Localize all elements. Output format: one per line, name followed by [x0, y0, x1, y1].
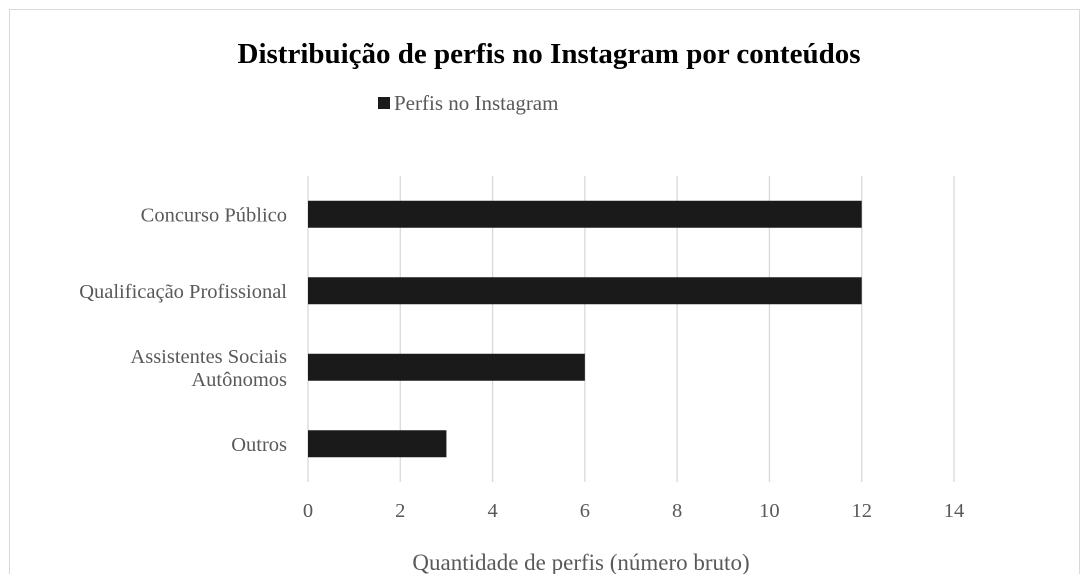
- bar: [308, 277, 862, 304]
- x-tick-label: 14: [944, 500, 965, 522]
- category-label: Concurso Público: [141, 204, 287, 226]
- x-tick-label: 10: [759, 500, 780, 522]
- x-tick-label: 0: [303, 500, 313, 522]
- category-label: Assistentes Sociais: [130, 346, 287, 368]
- x-tick-label: 4: [487, 500, 497, 522]
- category-label: Qualificação Profissional: [79, 281, 287, 303]
- bar: [308, 201, 862, 228]
- legend-label: Perfis no Instagram: [394, 91, 558, 115]
- x-tick-label: 12: [851, 500, 872, 522]
- category-labels: Concurso Público Qualificação Profissiona…: [79, 204, 287, 456]
- x-axis-title: Quantidade de perfis (número bruto): [412, 550, 749, 574]
- x-tick-label: 8: [672, 500, 682, 522]
- bar: [308, 430, 446, 457]
- category-label: Autônomos: [191, 369, 287, 391]
- bar: [308, 354, 585, 381]
- x-tick-label: 2: [395, 500, 405, 522]
- x-tick-labels: 0 2 4 6 8 10 12 14: [303, 500, 964, 522]
- legend-swatch: [378, 97, 390, 109]
- x-tick-label: 6: [580, 500, 590, 522]
- category-label: Outros: [231, 434, 287, 456]
- chart-title: Distribuição de perfis no Instagram por …: [238, 38, 861, 70]
- legend: Perfis no Instagram: [378, 91, 558, 115]
